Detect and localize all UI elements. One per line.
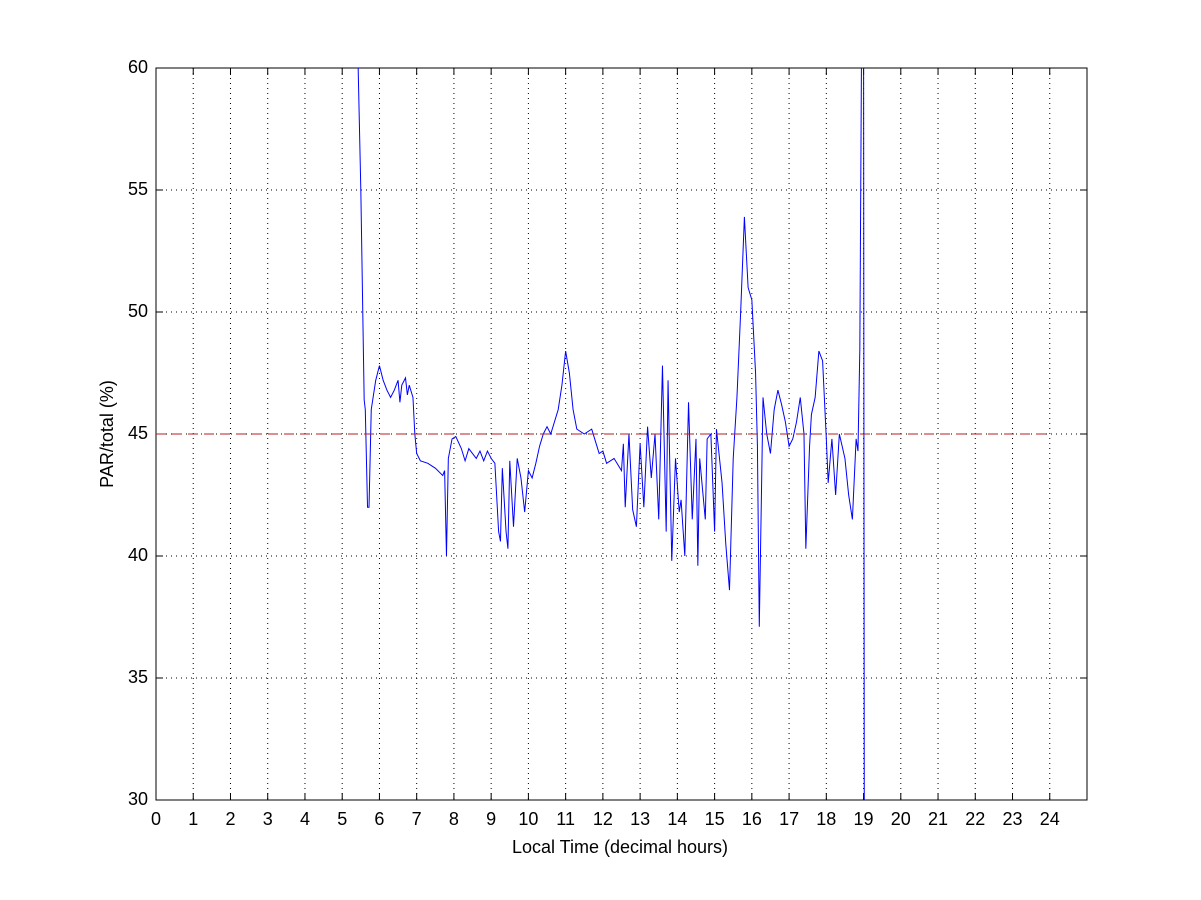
x-tick-label: 10 [518, 809, 538, 829]
x-tick-label: 22 [965, 809, 985, 829]
x-tick-label: 24 [1040, 809, 1060, 829]
y-tick-label: 55 [128, 179, 148, 199]
x-tick-label: 3 [263, 809, 273, 829]
y-tick-label: 30 [128, 789, 148, 809]
x-tick-label: 13 [630, 809, 650, 829]
x-tick-label: 20 [891, 809, 911, 829]
x-tick-label: 14 [667, 809, 687, 829]
x-tick-label: 21 [928, 809, 948, 829]
x-tick-label: 0 [151, 809, 161, 829]
x-tick-label: 16 [742, 809, 762, 829]
x-tick-label: 18 [816, 809, 836, 829]
y-axis-label: PAR/total (%) [97, 380, 117, 488]
y-tick-label: 60 [128, 57, 148, 77]
x-tick-label: 6 [374, 809, 384, 829]
x-tick-label: 15 [705, 809, 725, 829]
y-tick-label: 35 [128, 667, 148, 687]
x-axis-label: Local Time (decimal hours) [512, 837, 728, 857]
x-tick-label: 11 [556, 809, 575, 829]
x-tick-label: 12 [593, 809, 613, 829]
x-tick-label: 19 [854, 809, 874, 829]
data-line [357, 68, 865, 800]
x-tick-label: 1 [188, 809, 198, 829]
x-tick-label: 5 [337, 809, 347, 829]
y-tick-label: 40 [128, 545, 148, 565]
x-tick-label: 23 [1003, 809, 1023, 829]
x-tick-label: 8 [449, 809, 459, 829]
x-tick-label: 17 [779, 809, 799, 829]
x-tick-label: 7 [412, 809, 422, 829]
y-tick-label: 45 [128, 423, 148, 443]
y-tick-label: 50 [128, 301, 148, 321]
x-tick-label: 2 [225, 809, 235, 829]
x-tick-label: 4 [300, 809, 310, 829]
x-tick-label: 9 [486, 809, 496, 829]
